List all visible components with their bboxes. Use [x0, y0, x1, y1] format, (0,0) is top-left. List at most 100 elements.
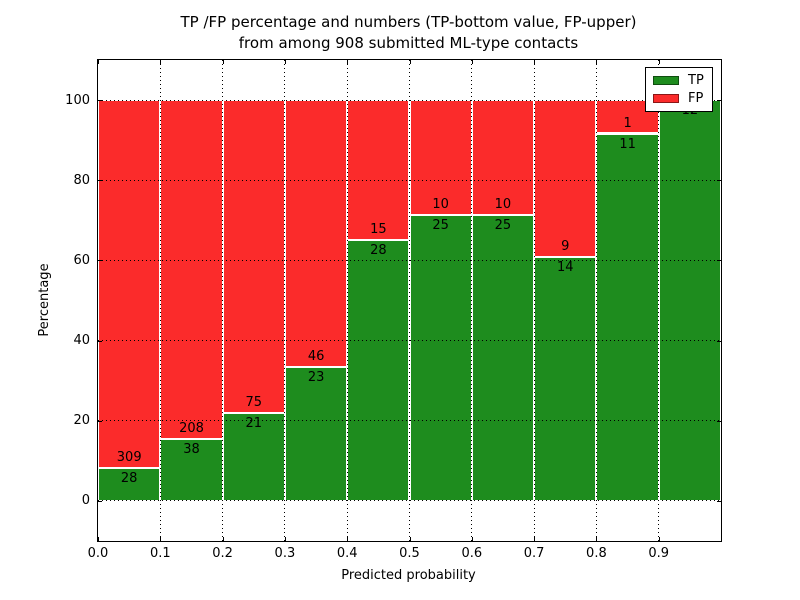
tp-bar-segment: [347, 239, 410, 501]
fp-count-label: 208: [179, 421, 204, 436]
y-tick-mark: [98, 100, 102, 102]
x-gridline: [595, 60, 597, 541]
x-gridline: [222, 60, 224, 541]
x-tick-label: 0.9: [648, 546, 670, 561]
fp-color-swatch: [653, 93, 679, 103]
x-tick-mark-top: [284, 60, 286, 64]
tp-bar-segment: [98, 467, 161, 501]
chart-title-line1: TP /FP percentage and numbers (TP-bottom…: [180, 13, 637, 31]
tp-color-swatch: [653, 76, 679, 86]
fp-bar-segment: [160, 100, 223, 439]
x-tick-mark: [222, 537, 224, 541]
x-tick-label: 0.0: [87, 546, 109, 561]
x-gridline: [533, 60, 535, 541]
x-gridline: [658, 60, 660, 541]
legend-entry-tp: TP: [653, 74, 710, 87]
x-gridline: [409, 60, 410, 541]
fp-count-label: 75: [245, 395, 263, 411]
chart-title: TP /FP percentage and numbers (TP-bottom…: [97, 12, 720, 54]
x-tick-mark: [409, 537, 411, 541]
x-tick-mark: [98, 537, 99, 541]
y-gridline: [98, 259, 721, 261]
y-tick-mark: [98, 420, 102, 422]
tp-count-label: 38: [183, 442, 200, 457]
x-tick-label: 0.7: [523, 546, 545, 561]
chart-title-line2: from among 908 submitted ML-type contact…: [238, 34, 579, 52]
x-gridline: [346, 60, 348, 541]
x-gridline: [471, 60, 473, 541]
x-tick-mark: [658, 537, 660, 541]
x-tick-mark: [347, 537, 349, 541]
x-tick-mark-top: [596, 60, 598, 64]
tp-count-label: 28: [120, 470, 138, 486]
fp-bar-segment: [347, 100, 410, 240]
fp-count-label: 1: [623, 115, 632, 131]
y-tick-mark-right: [717, 260, 721, 262]
fp-count-label: 10: [494, 196, 512, 212]
x-tick-label: 0.1: [149, 546, 171, 561]
x-tick-mark: [596, 537, 598, 541]
tp-count-label: 14: [557, 259, 574, 275]
y-axis-title: Percentage: [37, 263, 52, 337]
x-tick-mark: [160, 537, 162, 541]
fp-count-label: 10: [432, 196, 449, 212]
x-tick-mark-top: [347, 60, 349, 64]
tp-bar-segment: [160, 439, 223, 501]
fp-count-label: 9: [561, 238, 570, 254]
x-tick-label: 0.4: [336, 546, 358, 561]
x-tick-mark-top: [98, 60, 99, 64]
plot-area: 309282083875214623152810251025914111120.…: [65, 59, 722, 561]
y-tick-label: 0: [81, 493, 90, 509]
x-tick-label: 0.2: [212, 546, 233, 561]
x-tick-mark-top: [222, 60, 224, 64]
legend-label-tp: TP: [688, 73, 704, 89]
tp-count-label: 25: [494, 217, 512, 233]
fp-count-label: 46: [307, 349, 325, 365]
x-tick-mark-top: [471, 60, 473, 64]
y-tick-label: 20: [73, 413, 90, 429]
x-tick-mark-top: [409, 60, 411, 64]
y-tick-mark-right: [717, 500, 721, 502]
y-tick-mark-right: [717, 340, 721, 342]
x-tick-mark-top: [658, 60, 660, 64]
tp-bar-segment: [409, 214, 472, 501]
tp-bar-segment: [596, 133, 659, 501]
y-gridline: [98, 179, 721, 181]
tp-count-label: 11: [619, 136, 636, 152]
y-gridline: [98, 340, 721, 342]
fp-bar-segment: [534, 100, 597, 257]
y-tick-mark: [98, 180, 102, 182]
tp-count-label: 21: [245, 416, 263, 432]
y-tick-label: 100: [65, 92, 90, 108]
tp-bar-segment: [658, 100, 721, 501]
y-tick-mark-right: [717, 420, 721, 422]
x-gridline: [159, 60, 161, 541]
x-tick-mark-top: [160, 60, 162, 64]
tp-count-label: 25: [432, 217, 449, 233]
y-tick-label: 80: [73, 172, 90, 188]
fp-bar-segment: [222, 100, 285, 414]
y-tick-label: 40: [73, 333, 90, 349]
y-tick-mark-right: [717, 180, 721, 182]
y-gridline: [98, 500, 721, 502]
x-tick-mark: [534, 537, 536, 541]
legend: TP FP: [645, 67, 713, 112]
y-tick-mark-right: [717, 100, 721, 102]
legend-entry-fp: FP: [653, 92, 710, 105]
y-tick-mark: [98, 340, 102, 342]
tp-count-label: 28: [370, 242, 387, 258]
tp-bar-segment: [222, 413, 285, 501]
fp-bar-segment: [284, 100, 348, 368]
tp-bar-segment: [284, 367, 348, 501]
x-tick-label: 0.6: [461, 546, 483, 561]
y-tick-mark: [98, 500, 102, 502]
tp-count-label: 23: [307, 370, 325, 386]
x-axis-title: Predicted probability: [341, 568, 476, 583]
tp-bar-segment: [534, 256, 597, 501]
x-tick-label: 0.8: [586, 546, 607, 561]
fp-bar-segment: [471, 100, 535, 215]
legend-label-fp: FP: [688, 90, 704, 106]
x-tick-label: 0.3: [274, 546, 296, 561]
x-tick-mark: [284, 537, 286, 541]
